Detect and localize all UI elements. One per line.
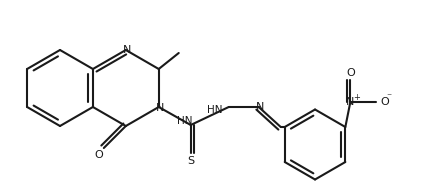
- Text: N: N: [256, 102, 264, 112]
- Text: O: O: [380, 97, 389, 107]
- Text: HN: HN: [207, 105, 223, 115]
- Text: N: N: [123, 45, 131, 55]
- Text: N: N: [155, 103, 164, 113]
- Text: HN: HN: [177, 116, 192, 126]
- Text: +: +: [353, 92, 360, 102]
- Text: O: O: [95, 150, 103, 160]
- Text: S: S: [187, 156, 194, 166]
- Text: ⁻: ⁻: [387, 92, 392, 102]
- Text: O: O: [346, 68, 355, 78]
- Text: N: N: [346, 97, 355, 107]
